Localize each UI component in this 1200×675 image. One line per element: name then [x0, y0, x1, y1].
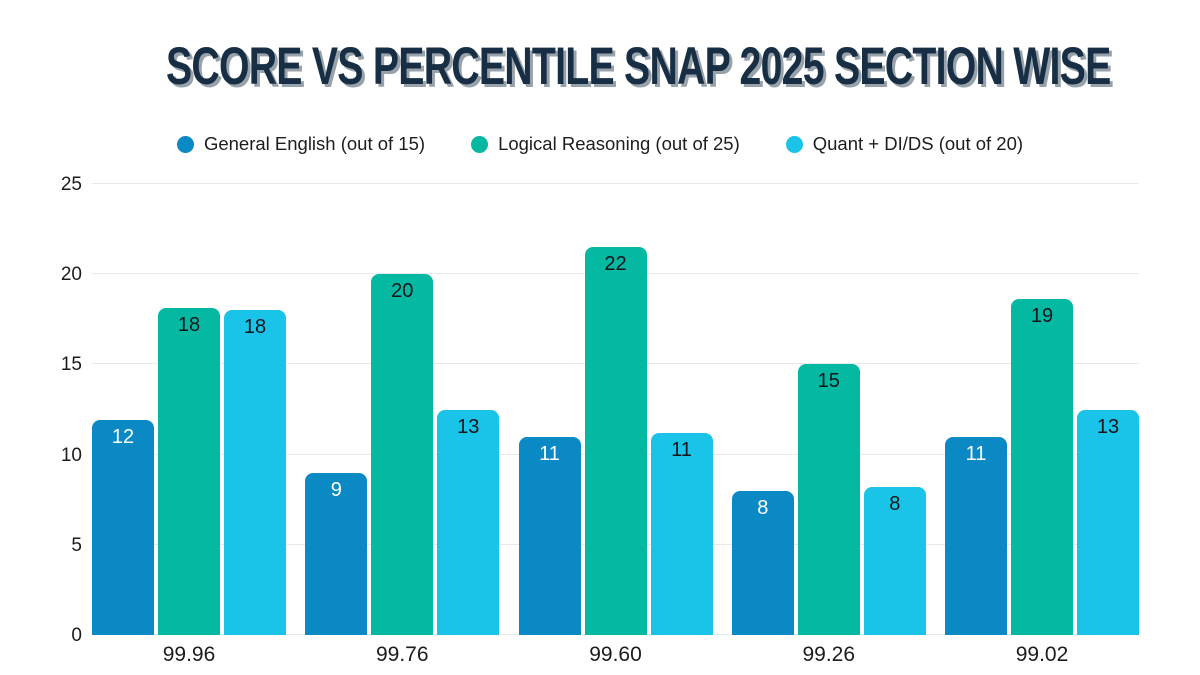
x-axis: 99.96 99.76 99.60 99.26 99.02 — [92, 643, 1139, 667]
bar: 9 — [305, 472, 368, 635]
bar: 11 — [945, 436, 1007, 635]
bar: 8 — [731, 490, 794, 635]
bar-value-label: 11 — [671, 438, 692, 461]
bar-value-label: 11 — [965, 442, 987, 465]
bar: 8 — [863, 487, 926, 635]
y-tick-label: 5 — [71, 534, 82, 556]
bar: 12 — [92, 420, 154, 635]
bar: 20 — [371, 274, 434, 635]
bar-group: 11 22 11 — [518, 184, 713, 635]
legend: General English (out of 15) Logical Reaso… — [0, 133, 1200, 155]
bar-value-label: 8 — [757, 496, 769, 519]
bar-group: 9 20 13 — [305, 184, 500, 635]
bar-value-label: 12 — [111, 426, 135, 449]
bar: 11 — [650, 432, 713, 635]
chart-title: SCORE VS PERCENTILE SNAP 2025 SECTION WI… — [165, 37, 1111, 96]
bar-value-label: 18 — [177, 314, 201, 337]
bar: 18 — [158, 308, 220, 635]
x-tick-label: 99.60 — [589, 643, 642, 666]
bar: 13 — [437, 409, 500, 635]
legend-item: Logical Reasoning (out of 25) — [471, 133, 740, 155]
bar-value-label: 22 — [604, 253, 627, 276]
x-tick-label: 99.02 — [1015, 643, 1069, 666]
bar-value-label: 15 — [817, 370, 840, 393]
legend-label: Logical Reasoning (out of 25) — [498, 133, 740, 154]
legend-label: General English (out of 15) — [203, 133, 426, 154]
legend-item: General English (out of 15) — [176, 133, 426, 155]
y-tick-label: 0 — [71, 625, 82, 646]
x-tick-label: 99.76 — [375, 643, 429, 666]
bar-value-label: 11 — [539, 442, 560, 465]
page-title: SCORE VS PERCENTILE SNAP 2025 SECTION WI… — [0, 40, 1200, 93]
legend-dot-icon — [471, 135, 489, 153]
legend-label: Quant + DI/DS (out of 20) — [812, 133, 1024, 154]
bar-value-label: 18 — [243, 316, 267, 339]
bar: 19 — [1011, 299, 1073, 635]
y-tick-label: 10 — [60, 444, 82, 466]
y-tick-label: 15 — [60, 354, 82, 376]
bar-value-label: 9 — [330, 478, 342, 501]
bar: 13 — [1077, 409, 1139, 635]
y-tick-label: 20 — [60, 264, 82, 286]
plot-area: 12 18 18 9 20 13 11 22 11 8 15 8 11 19 13 — [92, 183, 1139, 635]
bar-groups: 12 18 18 9 20 13 11 22 11 8 15 8 11 19 13 — [92, 184, 1139, 635]
y-axis: 0 5 10 15 20 25 — [0, 175, 82, 645]
bar: 18 — [224, 310, 286, 635]
legend-item: Quant + DI/DS (out of 20) — [785, 133, 1024, 155]
bar-group: 11 19 13 — [945, 184, 1139, 635]
y-tick-label: 25 — [60, 174, 82, 195]
bar-group: 12 18 18 — [92, 184, 286, 635]
bar-value-label: 20 — [391, 280, 414, 303]
legend-dot-icon — [176, 135, 194, 153]
x-tick-label: 99.26 — [802, 643, 856, 666]
bar-value-label: 8 — [889, 493, 901, 516]
bar-value-label: 13 — [1096, 415, 1120, 438]
x-tick-label: 99.96 — [162, 643, 216, 666]
bar: 15 — [797, 364, 860, 635]
legend-dot-icon — [785, 135, 803, 153]
bar: 22 — [584, 247, 647, 635]
bar-group: 8 15 8 — [731, 184, 926, 635]
bar: 11 — [518, 436, 581, 635]
bar-value-label: 19 — [1030, 305, 1054, 328]
gridline — [92, 183, 1139, 184]
bar-value-label: 13 — [457, 415, 480, 438]
